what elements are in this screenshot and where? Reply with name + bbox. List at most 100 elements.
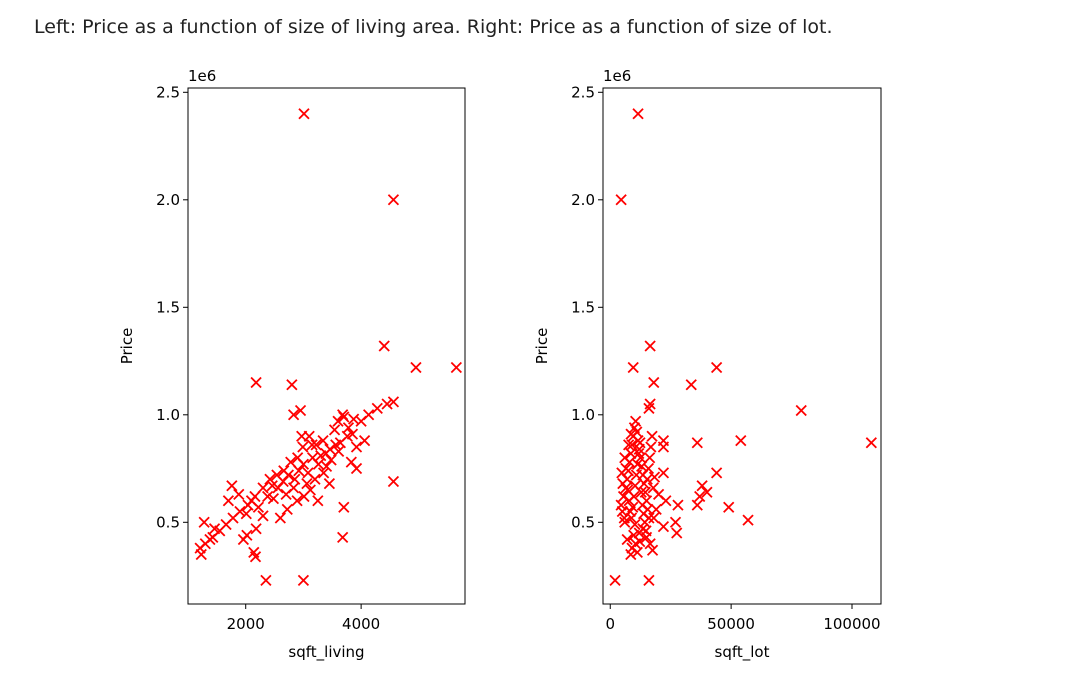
data-point-82 [237, 533, 250, 546]
data-point-2 [378, 340, 390, 352]
data-point-30 [285, 456, 297, 468]
data-point-98 [296, 430, 308, 442]
data-point-51 [240, 508, 252, 520]
data-point-85 [642, 462, 655, 475]
data-point-6 [685, 379, 697, 391]
x-axis-label: sqft_living [288, 643, 364, 662]
y-tick-label: 0.5 [156, 513, 180, 531]
data-point-96 [625, 428, 637, 440]
data-point-97 [306, 439, 318, 451]
data-point-9 [795, 404, 807, 417]
data-point-44 [195, 548, 207, 561]
data-point-48 [222, 495, 235, 507]
data-point-85 [338, 501, 350, 513]
data-point-69 [350, 462, 363, 475]
data-point-78 [634, 437, 646, 449]
data-point-88 [260, 574, 272, 586]
data-point-94 [315, 450, 327, 462]
data-point-15 [362, 409, 375, 421]
data-point-90 [267, 493, 280, 505]
data-point-8 [294, 404, 307, 417]
data-point-87 [645, 441, 657, 453]
data-point-31 [643, 574, 655, 586]
data-point-25 [657, 467, 670, 479]
data-point-67 [332, 445, 345, 457]
data-point-1 [387, 194, 400, 206]
data-point-89 [297, 574, 310, 586]
data-point-28 [297, 441, 309, 453]
data-point-92 [287, 482, 300, 494]
data-point-22 [672, 499, 684, 511]
data-point-12 [691, 437, 703, 449]
data-point-30 [657, 520, 670, 533]
data-point-5 [648, 376, 660, 389]
data-point-87 [387, 475, 400, 488]
data-point-83 [640, 525, 652, 537]
data-point-83 [312, 495, 324, 507]
data-point-99 [618, 512, 630, 524]
data-point-40 [644, 538, 656, 550]
data-point-3 [627, 361, 639, 374]
data-point-77 [257, 510, 269, 522]
data-point-84 [641, 473, 653, 485]
data-point-4 [450, 361, 462, 374]
data-point-20 [350, 441, 363, 453]
y-tick-label: 2.0 [156, 191, 180, 209]
data-point-20 [723, 501, 735, 513]
data-point-61 [297, 458, 310, 470]
y-tick-label: 1.0 [571, 406, 595, 424]
data-point-84 [323, 477, 336, 490]
data-point-92 [629, 518, 641, 531]
data-point-94 [634, 536, 646, 548]
x-tick-label: 2000 [227, 615, 265, 633]
data-point-18 [694, 490, 706, 503]
data-point-93 [631, 546, 643, 559]
y-axis-label: Price [533, 328, 551, 365]
data-point-74 [317, 467, 330, 479]
data-point-29 [648, 512, 660, 524]
data-point-75 [630, 469, 642, 481]
data-point-95 [622, 439, 635, 451]
data-point-99 [320, 460, 333, 473]
data-point-46 [204, 533, 216, 546]
data-point-73 [309, 473, 321, 485]
data-point-93 [301, 477, 313, 490]
y-tick-label: 0.5 [571, 513, 595, 531]
data-point-73 [628, 490, 640, 503]
figure-caption: Left: Price as a function of size of liv… [34, 16, 833, 38]
data-point-11 [735, 434, 747, 447]
y-offset-label: 1e6 [603, 67, 631, 85]
data-point-76 [281, 503, 293, 516]
data-point-97 [617, 477, 629, 490]
x-tick-label: 4000 [342, 615, 380, 633]
data-point-88 [646, 430, 658, 442]
data-point-75 [274, 512, 286, 524]
data-point-17 [381, 398, 393, 410]
data-point-17 [701, 486, 713, 498]
data-point-54 [629, 415, 642, 427]
data-point-44 [615, 499, 627, 511]
data-point-33 [621, 533, 633, 546]
data-point-23 [328, 424, 341, 436]
y-tick-label: 2.0 [571, 191, 595, 209]
data-point-25 [317, 434, 329, 447]
data-point-42 [619, 516, 631, 528]
data-point-2 [644, 340, 656, 352]
axes-frame [187, 87, 466, 605]
data-point-60 [293, 465, 305, 477]
data-point-81 [249, 551, 262, 563]
data-point-79 [635, 486, 647, 498]
x-axis-label: sqft_lot [715, 643, 770, 662]
data-point-3 [410, 361, 422, 374]
data-point-49 [226, 480, 238, 492]
lot-size-scatter-plot: 0 50000 100000 0.5 1.0 1.5 2.0 2.5 1e6 sqft_lot Pr… [533, 67, 882, 662]
data-point-16 [696, 480, 708, 492]
living-area-scatter-plot: 2000 4000 0.5 1.0 1.5 2.0 2.5 1e6 sqft_living Pri… [118, 67, 466, 662]
y-tick-label: 1.5 [571, 298, 595, 316]
data-point-96 [346, 428, 359, 440]
y-tick-label: 2.5 [571, 83, 595, 101]
data-point-7 [287, 409, 300, 421]
data-point-32 [609, 574, 621, 586]
data-point-16 [371, 402, 383, 414]
data-point-15 [710, 467, 723, 479]
